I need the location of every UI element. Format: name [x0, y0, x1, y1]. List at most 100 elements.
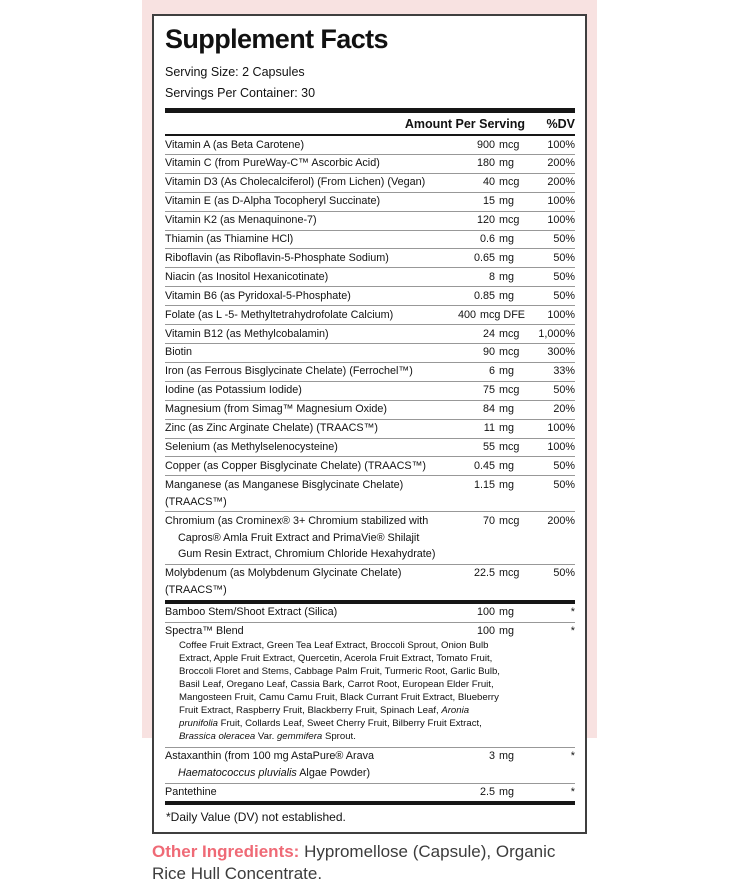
amount-value: 84 — [482, 403, 495, 416]
amount-value: 24 — [482, 327, 495, 340]
amount-value: 900 — [476, 138, 495, 151]
ingredient-name: Selenium (as Methylselenocysteine) — [165, 441, 338, 453]
daily-value-percent: 200% — [547, 514, 575, 527]
amount-per-serving: 0.6 mg — [447, 231, 525, 248]
ingredient-name: Folate (as L -5- Methyltetrahydrofolate … — [165, 308, 394, 321]
amount-per-serving: 180 mg — [447, 155, 525, 172]
table-row-main: Thiamin (as Thiamine HCl) 0.6 mg 50% — [165, 231, 575, 249]
daily-value-percent: * — [570, 606, 575, 619]
amount-value: 100 — [476, 606, 495, 619]
daily-value-percent: 50% — [553, 233, 575, 246]
ingredient-name: Spectra™ Blend — [165, 625, 244, 638]
amount-value: 0.6 — [479, 233, 495, 246]
amount-value: 2.5 — [479, 786, 495, 799]
blend-sub-ingredients: Coffee Fruit Extract, Green Tea Leaf Ext… — [179, 640, 500, 742]
table-row-main: Riboflavin (as Riboflavin-5-Phosphate So… — [165, 249, 575, 267]
other-ingredients: Other Ingredients: Hypromellose (Capsule… — [152, 841, 587, 885]
amount-unit: mg — [499, 157, 514, 170]
amount-value: 400 — [457, 308, 476, 321]
daily-value-percent: 33% — [553, 365, 575, 378]
ingredient-name: Vitamin D3 (As Cholecalciferol) (From Li… — [165, 176, 426, 189]
table-row-main: Vitamin B12 (as Methylcobalamin) 24 mcg … — [165, 325, 575, 343]
page: { "panel": { "title": "Supplement Facts"… — [142, 0, 597, 884]
table-row-main: Biotin 90 mcg 300% — [165, 344, 575, 362]
amount-unit: mcg — [499, 384, 520, 397]
daily-value-percent: 100% — [547, 214, 575, 227]
amount-per-serving: 3 mg — [447, 748, 525, 765]
table-row-main: Astaxanthin (from 100 mg AstaPure® Arava… — [165, 748, 575, 783]
amount-per-serving: 900 mcg — [447, 137, 525, 154]
ingredient-name: Iron (as Ferrous Bisglycinate Chelate) (… — [165, 365, 413, 378]
amount-value: 8 — [488, 270, 495, 283]
amount-per-serving: 0.45 mg — [447, 458, 525, 475]
table-row-main: Pantethine 2.5 mg * — [165, 784, 575, 802]
table-row: Manganese (as Manganese Bisglycinate Che… — [165, 476, 575, 513]
table-row-main: Iodine (as Potassium Iodide) 75 mcg 50% — [165, 382, 575, 400]
table-row: Thiamin (as Thiamine HCl) 0.6 mg 50% — [165, 231, 575, 250]
table-row-main: Iron (as Ferrous Bisglycinate Chelate) (… — [165, 363, 575, 381]
table-row-main: Magnesium (from Simag™ Magnesium Oxide) … — [165, 401, 575, 419]
table-row: Iron (as Ferrous Bisglycinate Chelate) (… — [165, 363, 575, 382]
amount-unit: mcg DFE — [480, 308, 525, 321]
table-row: Biotin 90 mcg 300% — [165, 344, 575, 363]
ingredient-name: Manganese (as Manganese Bisglycinate Che… — [165, 478, 404, 508]
facts-rows: Vitamin A (as Beta Carotene) 900 mcg 100… — [165, 136, 575, 806]
amount-unit: mg — [499, 625, 514, 638]
table-row: Pantethine 2.5 mg * — [165, 784, 575, 802]
table-row: Spectra™ Blend 100 mg * Coffee Fruit Ext… — [165, 623, 575, 748]
ingredient-name: Vitamin E (as D-Alpha Tocopheryl Succina… — [165, 195, 381, 208]
amount-unit: mcg — [499, 346, 520, 359]
daily-value-percent: * — [570, 786, 575, 799]
daily-value-percent: 200% — [547, 176, 575, 189]
amount-unit: mcg — [499, 327, 520, 340]
amount-unit: mg — [499, 195, 514, 208]
amount-unit: mg — [499, 289, 514, 302]
servings-per-container: Servings Per Container: 30 — [165, 86, 316, 100]
amount-per-serving: 100 mg — [447, 623, 525, 640]
ingredient-name: Astaxanthin (from 100 mg AstaPure® Arava… — [165, 750, 374, 780]
amount-per-serving: 70 mcg — [447, 513, 525, 530]
amount-value: 100 — [476, 625, 495, 638]
amount-unit: mg — [499, 478, 514, 491]
amount-per-serving: 100 mg — [447, 604, 525, 621]
serving-size: Serving Size: 2 Capsules — [165, 65, 305, 79]
amount-per-serving: 400 mcg DFE — [447, 307, 525, 324]
amount-unit: mg — [499, 606, 514, 619]
section-divider — [165, 599, 575, 604]
amount-per-serving: 75 mcg — [447, 382, 525, 399]
amount-unit: mg — [499, 270, 514, 283]
amount-value: 6 — [488, 365, 495, 378]
ingredient-name: Chromium (as Crominex® 3+ Chromium stabi… — [165, 514, 436, 561]
ingredient-name: Molybdenum (as Molybdenum Glycinate Chel… — [165, 567, 402, 597]
amount-value: 0.45 — [473, 459, 495, 472]
amount-unit: mg — [499, 786, 514, 799]
daily-value-percent: 50% — [553, 459, 575, 472]
column-header-row: Amount Per Serving %DV — [165, 113, 575, 136]
amount-unit: mcg — [499, 138, 520, 151]
amount-value: 75 — [482, 384, 495, 397]
amount-unit: mg — [499, 251, 514, 264]
amount-value: 1.15 — [473, 478, 495, 491]
daily-value-percent: 100% — [547, 422, 575, 435]
ingredient-name: Vitamin C (from PureWay-C™ Ascorbic Acid… — [165, 157, 380, 170]
amount-per-serving: 8 mg — [447, 269, 525, 286]
amount-per-serving: 90 mcg — [447, 344, 525, 361]
amount-unit: mg — [499, 459, 514, 472]
table-row-main: Niacin (as Inositol Hexanicotinate) 8 mg… — [165, 268, 575, 286]
ingredient-name: Copper (as Copper Bisglycinate Chelate) … — [165, 459, 427, 472]
table-row: Zinc (as Zinc Arginate Chelate) (TRAACS™… — [165, 420, 575, 439]
daily-value-percent: 100% — [547, 195, 575, 208]
table-row: Niacin (as Inositol Hexanicotinate) 8 mg… — [165, 268, 575, 288]
column-header-amount: Amount Per Serving — [404, 117, 525, 131]
daily-value-percent: 1,000% — [538, 327, 575, 340]
supplement-facts-panel: Supplement Facts Serving Size: 2 Capsule… — [152, 14, 587, 835]
amount-unit: mcg — [499, 567, 520, 580]
table-row-main: Vitamin K2 (as Menaquinone-7) 120 mcg 10… — [165, 212, 575, 230]
table-row: Folate (as L -5- Methyltetrahydrofolate … — [165, 306, 575, 326]
amount-per-serving: 24 mcg — [447, 326, 525, 343]
amount-value: 55 — [482, 441, 495, 453]
table-row-main: Folate (as L -5- Methyltetrahydrofolate … — [165, 306, 575, 324]
ingredient-name: Riboflavin (as Riboflavin-5-Phosphate So… — [165, 251, 389, 264]
daily-value-percent: 50% — [553, 289, 575, 302]
table-row: Copper (as Copper Bisglycinate Chelate) … — [165, 457, 575, 477]
